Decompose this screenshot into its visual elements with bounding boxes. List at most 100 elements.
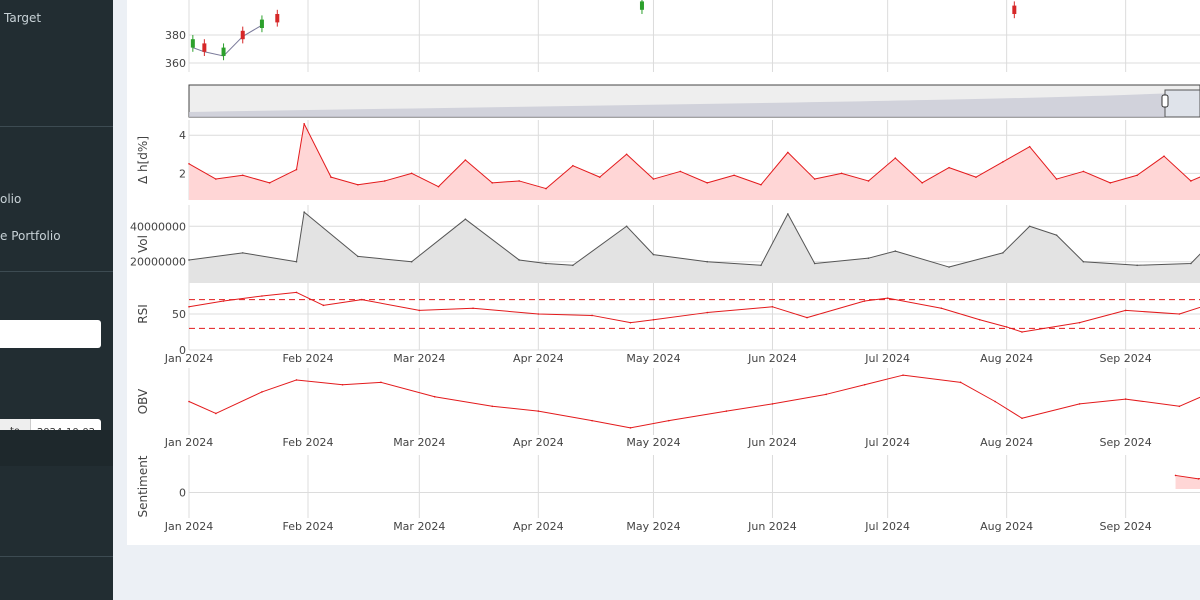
x-tick-label: May 2024 <box>626 520 680 533</box>
range-slider-window <box>1164 89 1200 118</box>
rsi-point <box>629 321 632 324</box>
obv-point <box>725 410 728 412</box>
rsi-point <box>940 307 943 310</box>
delta-point <box>867 180 870 182</box>
volume-point <box>357 255 359 258</box>
candle-body <box>221 47 226 56</box>
x-tick-label: Sep 2024 <box>1100 436 1152 449</box>
obv-point <box>863 383 866 386</box>
rsi-point <box>886 297 889 299</box>
obv-point <box>341 383 344 386</box>
volume-point <box>1082 260 1085 263</box>
obv-axis-title: OBV <box>136 388 150 414</box>
obv-point <box>959 381 962 384</box>
sidebar-divider <box>0 556 113 557</box>
delta-point <box>410 172 413 175</box>
rsi-point <box>1021 331 1023 333</box>
x-tick-label: Apr 2024 <box>513 352 564 365</box>
rsi-point <box>806 316 808 319</box>
rsi-point <box>591 314 593 317</box>
x-tick-label: Apr 2024 <box>513 520 564 533</box>
delta-point <box>437 185 440 188</box>
volume-point <box>867 257 870 259</box>
y-tick-label: 4 <box>179 129 186 142</box>
volume-point <box>1136 264 1138 267</box>
x-tick-label: Mar 2024 <box>393 352 445 365</box>
sidebar-item-create-portfolio[interactable]: e Portfolio <box>0 229 61 243</box>
delta-point <box>572 164 574 167</box>
x-tick-label: Jan 2024 <box>164 352 213 365</box>
delta-point <box>652 178 655 180</box>
x-tick-label: Jun 2024 <box>747 352 797 365</box>
volume-point <box>518 259 520 261</box>
obv-point <box>433 395 436 398</box>
rsi-point <box>1124 309 1127 312</box>
x-tick-label: Sep 2024 <box>1100 352 1152 365</box>
delta-point <box>1190 180 1192 182</box>
delta-point <box>295 168 298 171</box>
delta-point <box>813 178 816 180</box>
delta-point <box>1163 155 1165 157</box>
y-tick-label: 380 <box>165 29 186 42</box>
delta-axis-title: Δ h[d%] <box>136 136 150 184</box>
x-tick-label: Jul 2024 <box>864 352 910 365</box>
obv-point <box>825 393 828 396</box>
y-tick-label: 20000000 <box>130 256 186 269</box>
x-tick-label: Feb 2024 <box>283 436 334 449</box>
volume-axis-title: Vol <box>136 235 150 253</box>
delta-point <box>733 174 735 177</box>
volume-point <box>894 250 897 252</box>
x-tick-label: Jan 2024 <box>164 520 213 533</box>
volume-point <box>241 252 244 254</box>
delta-point <box>921 182 923 184</box>
rsi-point <box>418 309 421 312</box>
rsi-point <box>706 311 709 314</box>
rsi-point <box>652 318 655 321</box>
delta-point <box>491 182 494 184</box>
delta-point <box>1082 170 1085 173</box>
obv-point <box>491 405 494 408</box>
sidebar-item-target[interactable]: Target <box>4 11 42 25</box>
volume-point <box>948 266 950 268</box>
obv-point <box>1178 405 1181 408</box>
sidebar: Target olio e Portfolio to 2024-10-02 <box>0 0 113 600</box>
obv-point <box>591 419 593 422</box>
sidebar-item-portfolio[interactable]: olio <box>0 192 22 206</box>
chart-panel: Jan 2024 Feb 2024 Mar 2024 Apr 2024 May 2024… <box>127 0 1200 545</box>
sentiment-point <box>1197 478 1200 480</box>
volume-point <box>188 259 190 261</box>
rsi-point <box>360 298 363 301</box>
sidebar-active-section[interactable] <box>0 430 113 466</box>
x-tick-label: Apr 2024 <box>513 436 564 449</box>
rsi-point <box>863 300 866 302</box>
volume-point <box>1055 234 1058 236</box>
x-tick-label: Jul 2024 <box>864 436 910 449</box>
y-tick-label: 0 <box>179 486 186 499</box>
rsi-point <box>295 291 298 294</box>
ticker-input[interactable] <box>0 320 101 348</box>
volume-point <box>295 260 298 263</box>
rsi-point <box>978 318 981 321</box>
obv-point <box>537 410 540 412</box>
obv-point <box>771 403 774 405</box>
rsi-point <box>261 295 263 297</box>
delta-point <box>215 178 217 180</box>
delta-point <box>625 153 628 156</box>
obv-point <box>668 419 670 422</box>
x-tick-label: Mar 2024 <box>393 520 445 533</box>
obv-point <box>994 400 996 403</box>
sidebar-divider <box>0 126 113 127</box>
delta-point <box>1109 182 1112 184</box>
delta-point <box>268 182 271 184</box>
delta-point <box>1028 145 1031 148</box>
obv-point <box>188 400 190 403</box>
chart-svg[interactable]: Jan 2024 Feb 2024 Mar 2024 Apr 2024 May 2024… <box>127 0 1200 545</box>
y-tick-label: 2 <box>179 167 186 180</box>
x-tick-label: Feb 2024 <box>283 352 334 365</box>
x-tick-label: Mar 2024 <box>393 436 445 449</box>
delta-point <box>241 174 244 177</box>
volume-point <box>1002 252 1004 254</box>
delta-point <box>383 180 386 182</box>
delta-point <box>679 170 682 173</box>
rsi-point <box>472 307 474 310</box>
